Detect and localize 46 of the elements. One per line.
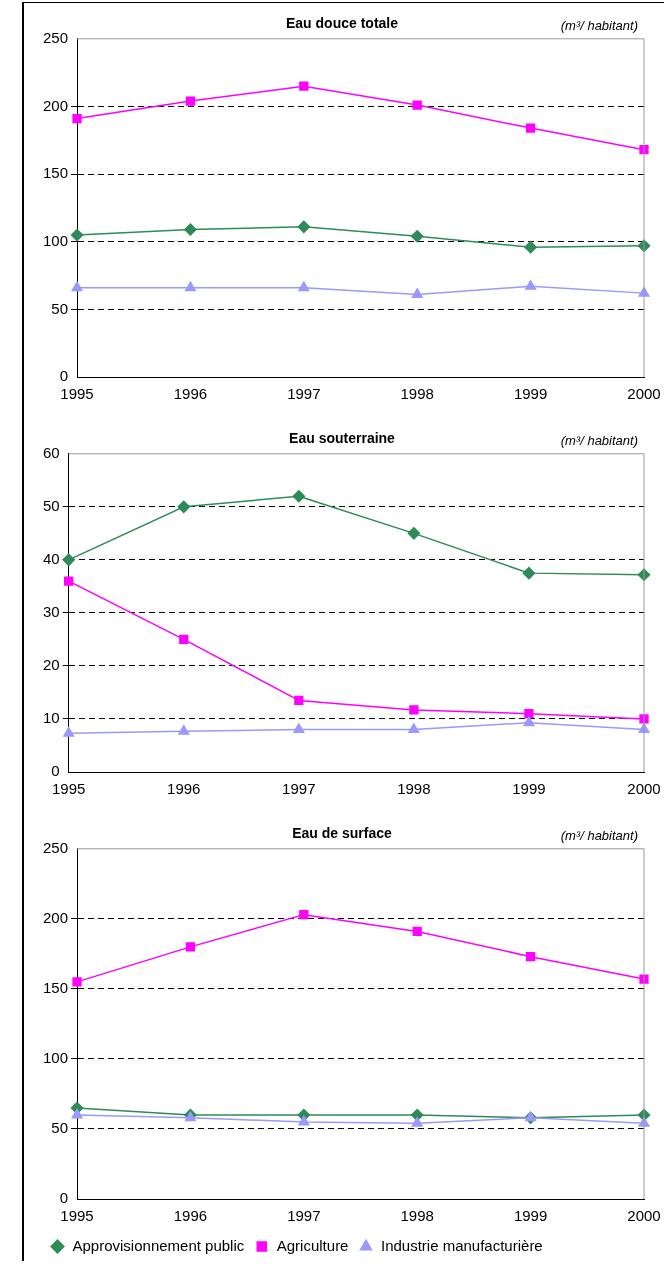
x-tick-label: 1997 (287, 1207, 321, 1225)
y-tick-label: 50 (51, 1119, 69, 1137)
y-tick-label: 50 (43, 496, 60, 514)
y-tick-label: 250 (43, 838, 69, 856)
text: (m³/ habitant) (560, 432, 638, 448)
y-tick-label: 50 (51, 299, 69, 317)
y-tick-label: 20 (43, 656, 60, 674)
legend-label: Approvisionnement public (72, 1236, 245, 1254)
y-tick-label: 150 (43, 979, 69, 997)
y-tick-label: 0 (51, 762, 60, 780)
x-tick-label: 1999 (513, 1207, 548, 1225)
y-tick-label: 60 (43, 443, 60, 461)
chart-title: Eau douce totale (285, 15, 399, 32)
x-tick-label: 1996 (167, 780, 201, 798)
chart-title: Eau de surface (292, 825, 393, 842)
x-tick-label: 1999 (512, 780, 546, 798)
x-tick-label: 1995 (60, 1207, 94, 1225)
text: (m³/ habitant) (560, 17, 638, 33)
y-tick-label: 100 (43, 231, 69, 249)
y-tick-label: 40 (43, 550, 60, 568)
x-tick-label: 1999 (513, 385, 548, 403)
x-tick-label: 2000 (627, 780, 661, 798)
y-tick-label: 150 (43, 164, 69, 182)
y-tick-label: 200 (43, 908, 69, 926)
y-tick-label: 10 (43, 709, 60, 727)
y-tick-label: 0 (59, 367, 69, 385)
legend-label: Agriculture (276, 1236, 349, 1254)
chart-title: Eau souterraine (289, 430, 396, 447)
y-tick-label: 100 (43, 1049, 69, 1067)
x-tick-label: 2000 (627, 1207, 661, 1225)
x-tick-label: 1997 (282, 780, 316, 798)
x-tick-label: 1996 (173, 385, 208, 403)
y-tick-label: 200 (43, 96, 69, 114)
x-tick-label: 1998 (400, 385, 434, 403)
y-tick-label: 0 (59, 1189, 69, 1207)
x-tick-label: 2000 (627, 385, 661, 403)
text: (m³/ habitant) (560, 827, 638, 843)
x-tick-label: 1996 (173, 1207, 208, 1225)
x-tick-label: 1995 (52, 780, 86, 798)
x-tick-label: 1997 (287, 385, 321, 403)
x-tick-label: 1995 (60, 385, 94, 403)
y-tick-label: 30 (43, 603, 60, 621)
legend-label: Industrie manufacturière (380, 1236, 543, 1254)
x-tick-label: 1998 (397, 780, 431, 798)
x-tick-label: 1998 (400, 1207, 434, 1225)
y-tick-label: 250 (43, 28, 69, 46)
